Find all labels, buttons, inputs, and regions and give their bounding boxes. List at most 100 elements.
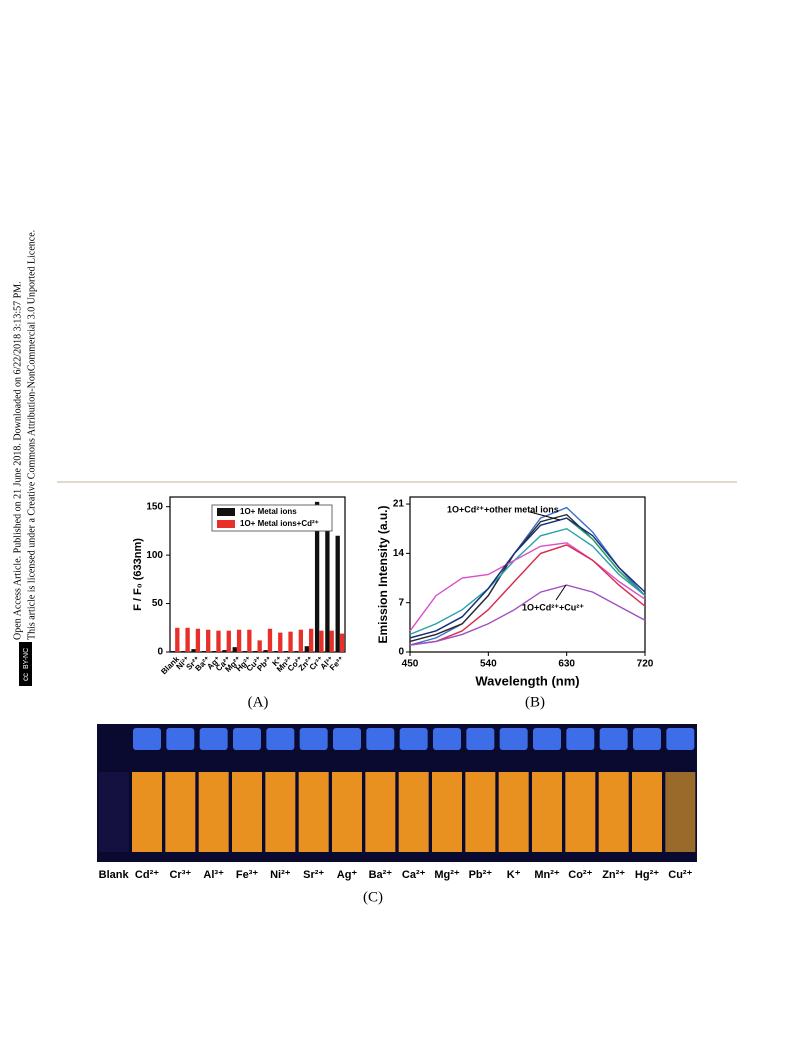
- vial-cap: [233, 728, 261, 750]
- vial-body: [532, 772, 562, 852]
- bar: [294, 651, 299, 652]
- vial-cap: [433, 728, 461, 750]
- vial-cap: [333, 728, 361, 750]
- bar: [319, 630, 324, 652]
- x-tick-label: 720: [637, 659, 654, 670]
- badge-box: [19, 642, 32, 686]
- bar: [175, 627, 180, 652]
- x-axis-label: Wavelength (nm): [475, 673, 579, 688]
- sidebar: Open Access Article. Published on 21 Jun…: [12, 230, 37, 640]
- y-tick-label: 21: [393, 499, 405, 510]
- photo-label: Cr³⁺: [169, 869, 191, 881]
- y-tick-label: 7: [398, 597, 404, 608]
- bar: [236, 629, 242, 652]
- vial-body: [298, 772, 329, 852]
- y-tick-label: 50: [152, 598, 164, 609]
- photo-label: Ag⁺: [337, 869, 358, 881]
- vial-body: [632, 772, 662, 852]
- badge-text: BY-NC: [23, 648, 30, 669]
- vial-body: [98, 772, 129, 852]
- bar: [222, 650, 227, 652]
- plot-frame: [409, 496, 646, 653]
- vial-body: [232, 772, 262, 852]
- y-tick-label: 100: [146, 550, 163, 561]
- bar: [308, 628, 314, 652]
- panel-label: (A): [248, 694, 269, 710]
- bar: [298, 629, 303, 652]
- photo-label: Ba²⁺: [369, 869, 393, 881]
- bar: [201, 651, 207, 652]
- bar: [257, 640, 262, 652]
- sidebar-line: This article is licensed under a Creativ…: [26, 230, 37, 640]
- bar: [253, 651, 258, 652]
- y-tick-label: 0: [398, 647, 404, 658]
- line-series: [409, 527, 646, 636]
- photo-label: Fe³⁺: [236, 869, 259, 881]
- y-tick-label: 0: [157, 647, 163, 658]
- x-tick-label: 540: [480, 659, 497, 670]
- photo-label: Co²⁺: [568, 869, 592, 881]
- bar: [329, 630, 334, 652]
- bar: [339, 633, 345, 652]
- vial-cap: [399, 728, 428, 750]
- vial-body: [465, 772, 496, 852]
- photo-label: Blank: [99, 869, 130, 881]
- panel-label: (C): [363, 889, 383, 905]
- photo-label: Hg²⁺: [635, 869, 659, 881]
- bar: [185, 627, 190, 652]
- photo-label: Mn²⁺: [534, 869, 560, 881]
- photo: [97, 724, 697, 862]
- annotation: 1O+Cd²⁺+other metal ions: [447, 504, 559, 514]
- bar: [335, 535, 340, 652]
- bar: [247, 629, 252, 652]
- photo-label: Sr²⁺: [303, 869, 324, 881]
- vial-cap: [533, 728, 561, 750]
- vial-cap: [666, 728, 695, 750]
- vial-body: [332, 772, 362, 852]
- line-series: [409, 517, 646, 639]
- vial-cap: [566, 728, 595, 750]
- bar: [314, 501, 320, 652]
- photo-label: Cd²⁺: [135, 869, 159, 881]
- bar: [263, 650, 268, 652]
- vial-cap: [466, 728, 495, 750]
- photo-label: Mg²⁺: [434, 869, 460, 881]
- vial-body: [265, 772, 296, 852]
- bar: [226, 630, 231, 652]
- panel-label: (B): [525, 694, 545, 710]
- bar: [212, 651, 217, 652]
- bar: [181, 651, 186, 652]
- vial-body: [498, 772, 529, 852]
- sidebar-line: Open Access Article. Published on 21 Jun…: [12, 281, 23, 640]
- line-series: [409, 542, 646, 632]
- licence-badge: cc BY-NC: [19, 642, 32, 686]
- photo-label: Pb²⁺: [469, 869, 493, 881]
- photo-label: Zn²⁺: [602, 869, 625, 881]
- x-tick-label: 450: [402, 659, 419, 670]
- photo-label: Ca²⁺: [402, 869, 426, 881]
- photo-label: Cu²⁺: [668, 869, 692, 881]
- photo-label: K⁺: [507, 869, 521, 881]
- bar: [195, 628, 201, 652]
- line-series: [409, 584, 646, 646]
- badge-cc: cc: [21, 673, 30, 681]
- bar: [273, 651, 279, 652]
- vial-body: [398, 772, 429, 852]
- y-axis-label: F / F₀ (633nm): [132, 538, 144, 611]
- vial-body: [132, 772, 162, 852]
- vial-cap: [499, 728, 528, 750]
- vial-cap: [266, 728, 295, 750]
- vial-body: [165, 772, 196, 852]
- bar: [170, 651, 176, 652]
- y-tick-label: 14: [393, 548, 405, 559]
- vial-cap: [166, 728, 195, 750]
- vial-body: [365, 772, 396, 852]
- annotation-arrow: [529, 511, 561, 521]
- photo-label: Al³⁺: [203, 869, 224, 881]
- line-series: [409, 544, 646, 646]
- vial-cap: [633, 728, 661, 750]
- bar: [191, 649, 196, 652]
- bar: [284, 651, 289, 652]
- vial-body: [598, 772, 629, 852]
